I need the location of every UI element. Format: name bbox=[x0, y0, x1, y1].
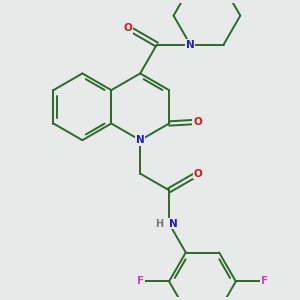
Text: O: O bbox=[124, 23, 132, 33]
Text: F: F bbox=[261, 276, 268, 286]
Text: F: F bbox=[137, 276, 144, 286]
Text: N: N bbox=[136, 135, 145, 145]
Text: N: N bbox=[169, 219, 177, 229]
Text: O: O bbox=[193, 117, 202, 127]
Text: O: O bbox=[194, 169, 202, 178]
Text: H: H bbox=[155, 219, 163, 229]
Text: N: N bbox=[186, 40, 195, 50]
